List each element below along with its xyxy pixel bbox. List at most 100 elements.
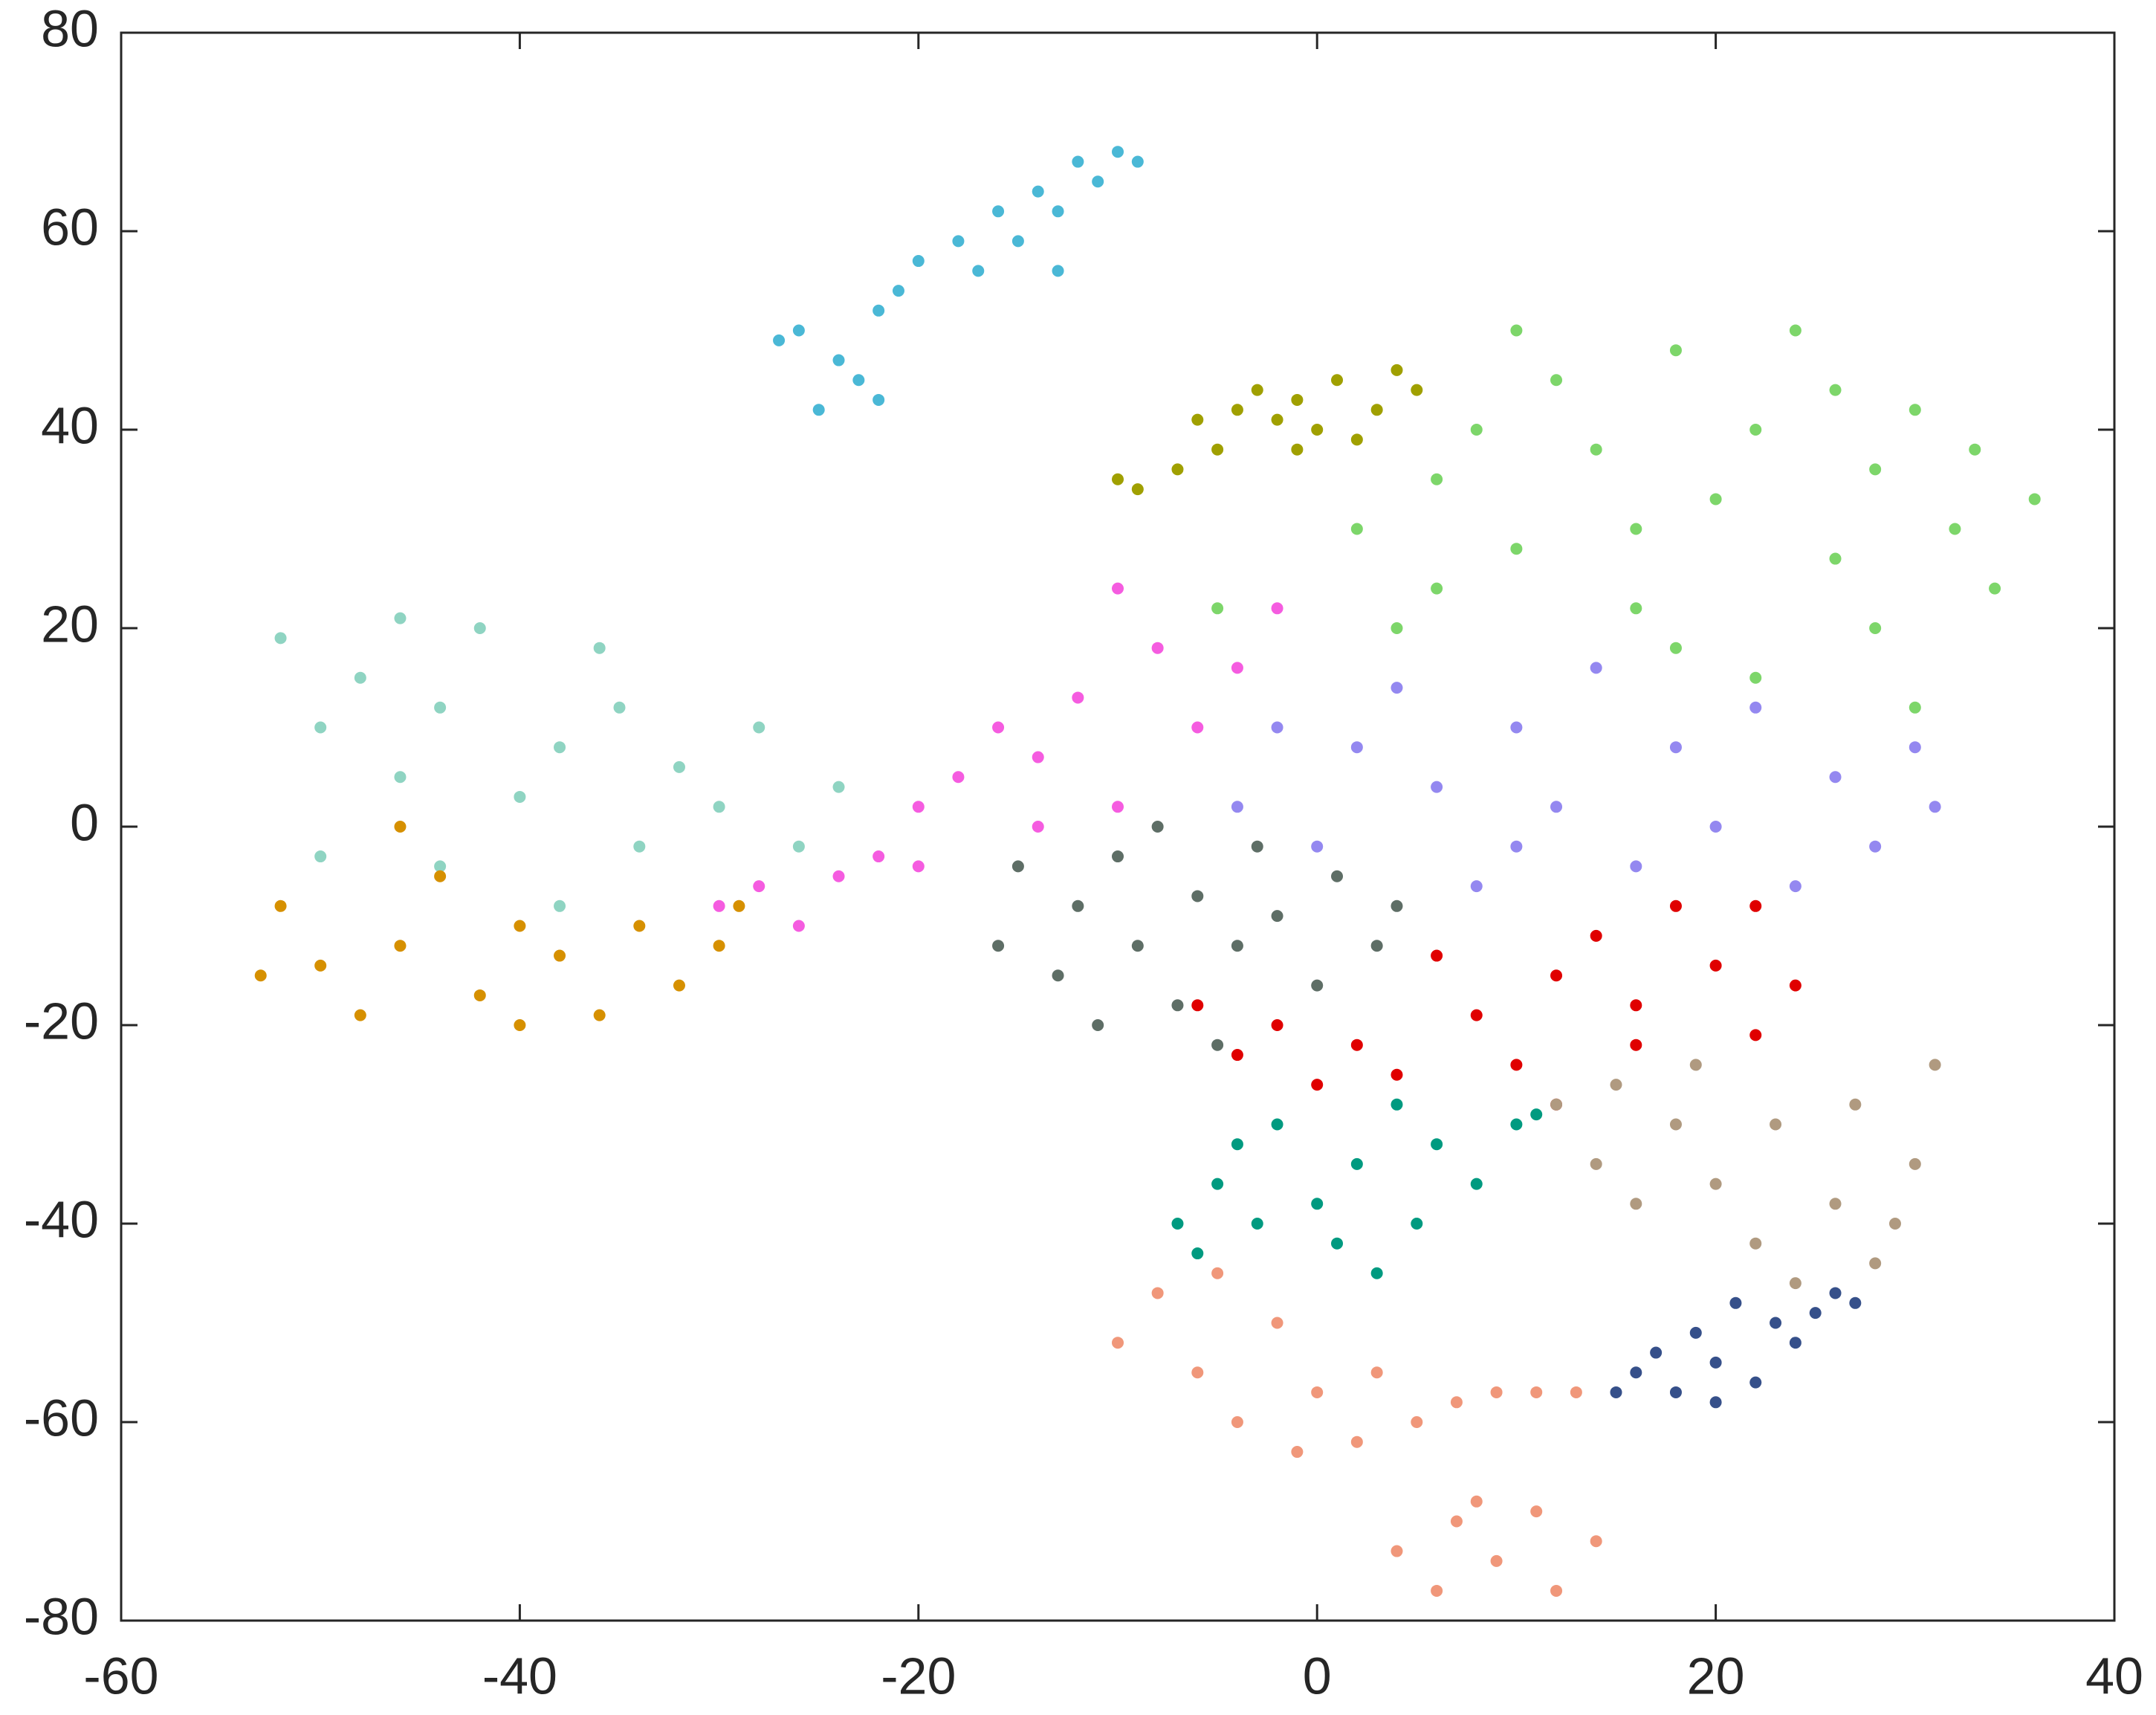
point xyxy=(912,801,925,813)
point xyxy=(1311,979,1324,992)
point xyxy=(1869,463,1882,476)
y-tick-label: 60 xyxy=(41,198,99,256)
point xyxy=(1789,979,1801,992)
point xyxy=(1470,1178,1483,1190)
point xyxy=(1191,999,1204,1012)
point xyxy=(1869,1257,1882,1270)
point xyxy=(1431,949,1443,962)
point xyxy=(1709,1356,1722,1369)
point xyxy=(434,860,447,873)
point xyxy=(1191,1247,1204,1260)
point xyxy=(1131,155,1144,168)
point xyxy=(1829,1287,1842,1299)
point xyxy=(1590,1157,1602,1170)
point xyxy=(1669,344,1682,357)
point xyxy=(673,760,685,773)
point xyxy=(394,821,407,833)
point xyxy=(1391,364,1403,376)
point xyxy=(1510,840,1523,853)
point xyxy=(1669,741,1682,754)
point xyxy=(1550,801,1563,813)
point xyxy=(1331,374,1344,387)
point xyxy=(1112,473,1124,485)
point xyxy=(1391,1068,1403,1081)
point xyxy=(1530,1505,1543,1518)
point xyxy=(1350,741,1363,754)
x-tick-label: 20 xyxy=(1687,1647,1745,1705)
y-tick-label: -60 xyxy=(24,1389,99,1447)
point xyxy=(1032,821,1044,833)
point xyxy=(1271,1019,1283,1031)
point xyxy=(1171,999,1184,1012)
point xyxy=(852,374,865,387)
point xyxy=(1231,1138,1243,1151)
point xyxy=(1032,751,1044,763)
point xyxy=(1231,1416,1243,1428)
point xyxy=(1590,929,1602,942)
point xyxy=(1131,483,1144,496)
point xyxy=(792,324,805,337)
point xyxy=(1490,1386,1503,1398)
point xyxy=(1052,265,1064,277)
point xyxy=(1311,1079,1324,1091)
point xyxy=(434,870,447,882)
point xyxy=(1431,1584,1443,1597)
x-tick-label: 0 xyxy=(1303,1647,1332,1705)
point xyxy=(1888,1218,1901,1230)
y-tick-label: 0 xyxy=(70,793,99,851)
x-tick-label: 40 xyxy=(2085,1647,2143,1705)
y-tick-label: 40 xyxy=(41,396,99,454)
point xyxy=(1789,324,1801,337)
point xyxy=(1131,940,1144,952)
point xyxy=(1112,850,1124,863)
point xyxy=(1470,1009,1483,1021)
point xyxy=(1550,374,1563,387)
point xyxy=(1231,801,1243,813)
y-tick-label: 20 xyxy=(41,595,99,653)
point xyxy=(394,940,407,952)
point xyxy=(1331,870,1344,882)
point xyxy=(1251,840,1263,853)
point xyxy=(1151,642,1164,654)
point xyxy=(1789,880,1801,893)
point xyxy=(1470,424,1483,436)
point xyxy=(633,920,646,932)
point xyxy=(473,622,486,634)
point xyxy=(1909,701,1921,714)
point xyxy=(832,781,845,793)
point xyxy=(1989,582,2001,595)
point xyxy=(314,959,327,972)
point xyxy=(1829,1198,1842,1210)
point xyxy=(873,304,885,317)
point xyxy=(1291,1446,1304,1459)
point xyxy=(1350,1435,1363,1448)
point xyxy=(1370,404,1383,416)
point xyxy=(1630,1366,1642,1379)
point xyxy=(733,900,745,912)
point xyxy=(1191,1366,1204,1379)
point xyxy=(1271,1317,1283,1329)
point xyxy=(394,612,407,624)
point xyxy=(1211,602,1224,615)
point xyxy=(514,1019,526,1031)
point xyxy=(1949,523,1961,535)
point xyxy=(1350,1039,1363,1051)
point xyxy=(1112,1337,1124,1349)
point xyxy=(1630,860,1642,873)
x-tick-label: -60 xyxy=(83,1647,158,1705)
point xyxy=(1370,1366,1383,1379)
point xyxy=(1211,1178,1224,1190)
point xyxy=(952,771,965,784)
point xyxy=(1211,443,1224,456)
point xyxy=(1391,622,1403,634)
point xyxy=(1191,890,1204,902)
point xyxy=(1311,1386,1324,1398)
point xyxy=(1669,642,1682,654)
point xyxy=(1630,602,1642,615)
point xyxy=(633,840,646,853)
point xyxy=(1271,910,1283,923)
point xyxy=(713,940,725,952)
point xyxy=(1490,1554,1503,1567)
point xyxy=(613,701,626,714)
point xyxy=(1151,1287,1164,1299)
